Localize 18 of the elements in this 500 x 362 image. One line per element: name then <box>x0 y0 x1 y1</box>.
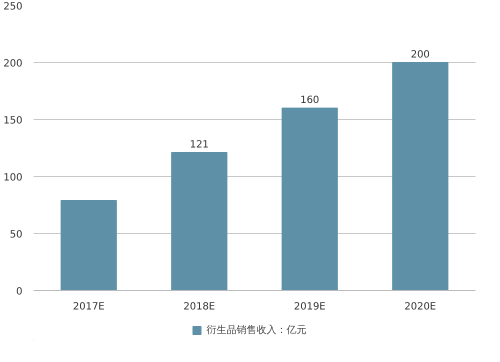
x-tick-label: 2019E <box>294 302 326 312</box>
y-tick-label: 200 <box>3 58 23 70</box>
data-label: 200 <box>410 50 430 60</box>
y-tick-label: 0 <box>16 286 23 298</box>
x-tick-label: 2020E <box>404 302 436 312</box>
y-tick-label: 250 <box>3 2 23 12</box>
y-tick-label: 150 <box>3 116 23 126</box>
x-tick-label: 2018E <box>183 302 216 312</box>
bar <box>282 108 338 290</box>
y-tick-label: 100 <box>3 172 23 184</box>
bar <box>392 62 448 290</box>
bar <box>171 152 228 290</box>
legend-label: 衍生品销售收入：亿元 <box>206 324 306 337</box>
y-tick-label: 50 <box>10 230 23 240</box>
data-label: 160 <box>300 95 320 106</box>
data-label: 121 <box>190 140 209 151</box>
bar <box>60 200 117 290</box>
x-tick-label: 2017E <box>72 302 105 312</box>
